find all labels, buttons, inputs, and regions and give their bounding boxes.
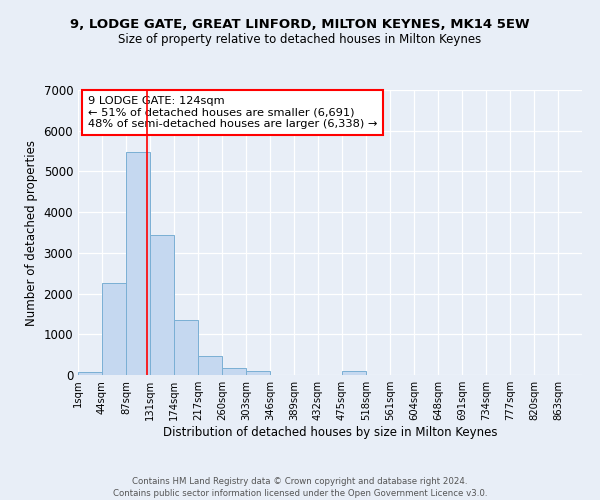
Bar [78, 372, 102, 375]
Text: Size of property relative to detached houses in Milton Keynes: Size of property relative to detached ho… [118, 32, 482, 46]
Text: 9 LODGE GATE: 124sqm
← 51% of detached houses are smaller (6,691)
48% of semi-de: 9 LODGE GATE: 124sqm ← 51% of detached h… [88, 96, 377, 129]
Text: Contains HM Land Registry data © Crown copyright and database right 2024.: Contains HM Land Registry data © Crown c… [132, 478, 468, 486]
Bar [222, 368, 246, 375]
Y-axis label: Number of detached properties: Number of detached properties [25, 140, 38, 326]
Bar [246, 371, 270, 375]
Bar [198, 356, 222, 375]
Bar [342, 371, 366, 375]
Bar [102, 282, 126, 375]
Bar [126, 152, 150, 375]
Text: 9, LODGE GATE, GREAT LINFORD, MILTON KEYNES, MK14 5EW: 9, LODGE GATE, GREAT LINFORD, MILTON KEY… [70, 18, 530, 30]
Bar [174, 320, 198, 375]
Bar [150, 236, 174, 375]
Text: Contains public sector information licensed under the Open Government Licence v3: Contains public sector information licen… [113, 489, 487, 498]
X-axis label: Distribution of detached houses by size in Milton Keynes: Distribution of detached houses by size … [163, 426, 497, 439]
